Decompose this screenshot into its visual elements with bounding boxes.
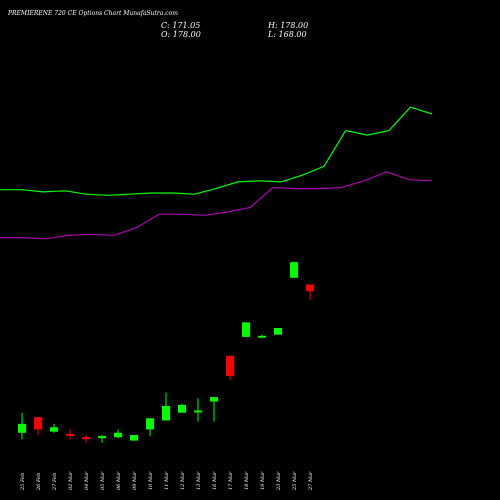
candle-14 (242, 322, 250, 337)
x-tick-label: 25 Feb (20, 473, 26, 491)
candles-layer (18, 262, 314, 443)
candle-8 (146, 418, 154, 437)
lower-band-line (0, 171, 433, 240)
candle-6 (114, 429, 122, 439)
candle-body (66, 433, 74, 436)
candle-12 (210, 397, 218, 422)
candle-body (98, 436, 106, 439)
candle-3 (66, 429, 74, 440)
candle-body (226, 355, 234, 376)
candle-body (130, 435, 138, 441)
candle-0 (18, 412, 26, 440)
candle-body (50, 427, 58, 432)
candle-body (162, 406, 170, 421)
candle-body (82, 437, 90, 440)
x-tick-label: 18 Mar (244, 471, 250, 490)
candle-body (242, 322, 250, 337)
x-tick-label: 12 Mar (180, 471, 186, 490)
candle-body (290, 262, 298, 278)
x-tick-label: 27 Feb (52, 473, 58, 491)
candle-11 (194, 398, 202, 422)
x-tick-label: 16 Mar (212, 471, 218, 490)
upper-band-line (0, 106, 433, 196)
candle-15 (258, 334, 266, 338)
bands-layer (0, 106, 433, 240)
low-value: L: 168.00 (267, 30, 307, 39)
candle-7 (130, 435, 138, 441)
candle-body (18, 423, 26, 433)
x-tick-label: 19 Mar (260, 471, 266, 490)
candle-body (306, 284, 314, 292)
x-tick-label: 26 Feb (36, 473, 42, 491)
candle-18 (306, 284, 314, 301)
x-tick-label: 17 Mar (228, 471, 234, 490)
x-axis-labels: 25 Feb 26 Feb 27 Feb 02 Mar 04 Mar 05 Mar 06 M… (20, 471, 314, 491)
candle-9 (162, 392, 170, 421)
candle-body (114, 432, 122, 438)
high-value: H: 178.00 (267, 21, 308, 30)
candle-body (146, 418, 154, 430)
x-tick-label: 10 Mar (148, 471, 154, 490)
candle-body (274, 327, 282, 335)
candle-13 (226, 355, 234, 381)
candle-2 (50, 423, 58, 433)
x-tick-label: 13 Mar (196, 471, 202, 490)
close-value: C: 171.05 (161, 21, 200, 30)
candle-body (178, 404, 186, 413)
candle-5 (98, 435, 106, 443)
x-tick-label: 05 Mar (100, 471, 106, 490)
x-tick-label: 02 Mar (68, 471, 74, 490)
candle-body (258, 335, 266, 338)
x-tick-label: 23 Mar (276, 471, 282, 491)
x-tick-label: 27 Mar (308, 471, 314, 491)
candle-body (210, 397, 218, 402)
x-tick-label: 11 Mar (164, 471, 170, 490)
x-tick-label: 25 Mar (292, 471, 298, 491)
candle-16 (274, 327, 282, 335)
candle-1 (34, 417, 42, 435)
candle-10 (178, 403, 186, 413)
open-value: O: 178.00 (161, 30, 201, 39)
candle-17 (290, 262, 298, 278)
x-tick-label: 04 Mar (84, 471, 90, 490)
chart-title: PREMIERENE 720 CE Options Chart MunafaSu… (7, 10, 178, 17)
candle-4 (82, 435, 90, 443)
candle-body (194, 410, 202, 413)
x-tick-label: 09 Mar (132, 471, 138, 490)
x-tick-label: 06 Mar (116, 471, 122, 490)
candle-body (34, 417, 42, 430)
